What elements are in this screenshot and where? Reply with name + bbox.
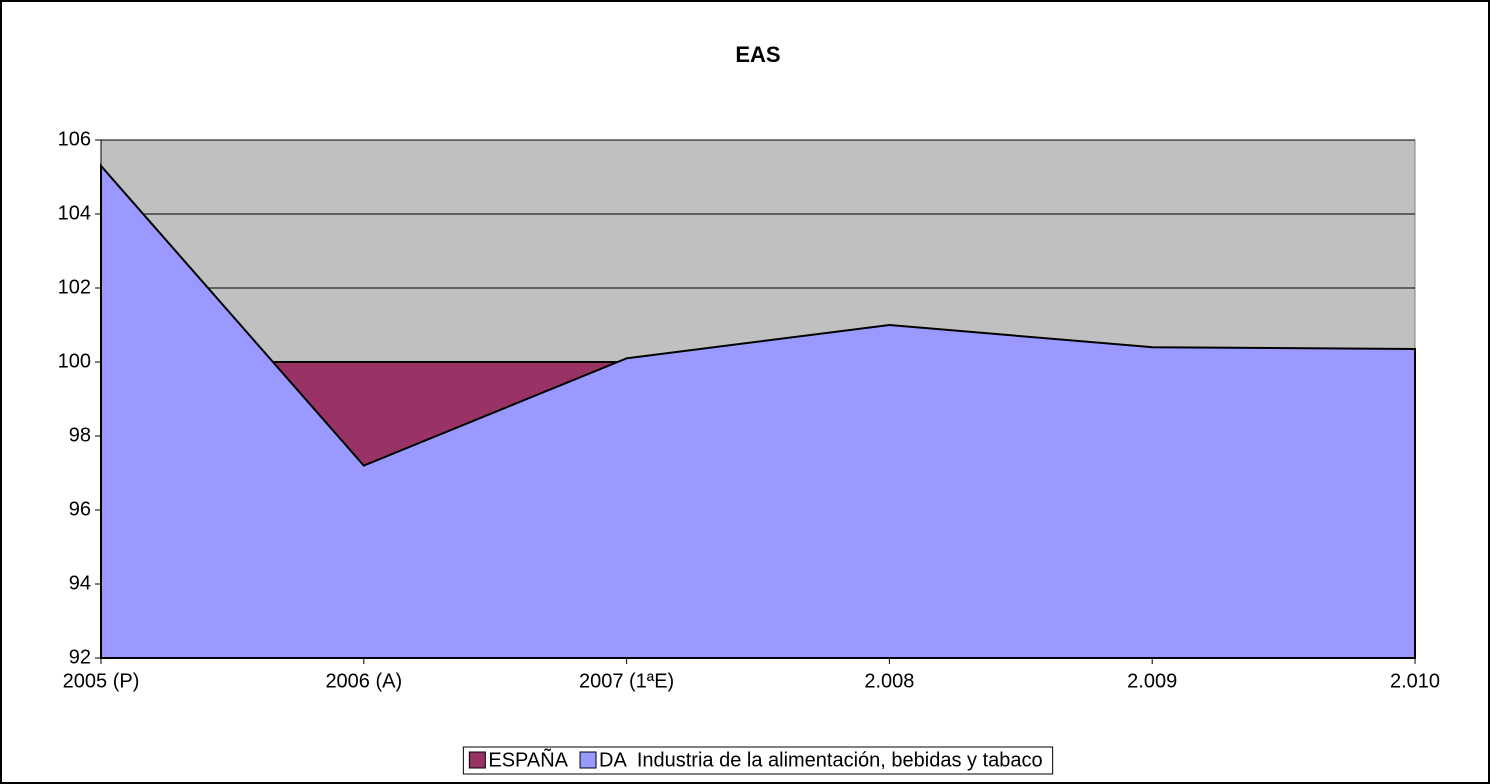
- legend-label: DA Industria de la alimentación, bebidas…: [599, 749, 1043, 771]
- y-tick-label: 106: [58, 128, 91, 150]
- x-tick-label: 2007 (1ªE): [579, 670, 674, 692]
- x-tick-label: 2.010: [1390, 670, 1440, 692]
- chart-title: EAS: [735, 42, 780, 67]
- legend-label: ESPAÑA: [488, 747, 568, 771]
- y-tick-label: 92: [69, 646, 91, 668]
- y-tick-label: 104: [58, 202, 91, 224]
- legend-swatch: [468, 751, 486, 769]
- y-tick-label: 96: [69, 498, 91, 520]
- y-tick-label: 94: [69, 572, 91, 594]
- y-tick-label: 100: [58, 350, 91, 372]
- y-tick-label: 102: [58, 276, 91, 298]
- x-tick-label: 2.008: [864, 670, 914, 692]
- legend: ESPAÑA DA Industria de la alimentación, b…: [462, 746, 1054, 775]
- y-tick-label: 98: [69, 424, 91, 446]
- x-tick-label: 2006 (A): [325, 670, 402, 692]
- x-tick-label: 2005 (P): [63, 670, 140, 692]
- area: [100, 163, 1416, 659]
- x-tick-label: 2.009: [1127, 670, 1177, 692]
- legend-swatch: [579, 751, 597, 769]
- legend-box: [462, 746, 1054, 775]
